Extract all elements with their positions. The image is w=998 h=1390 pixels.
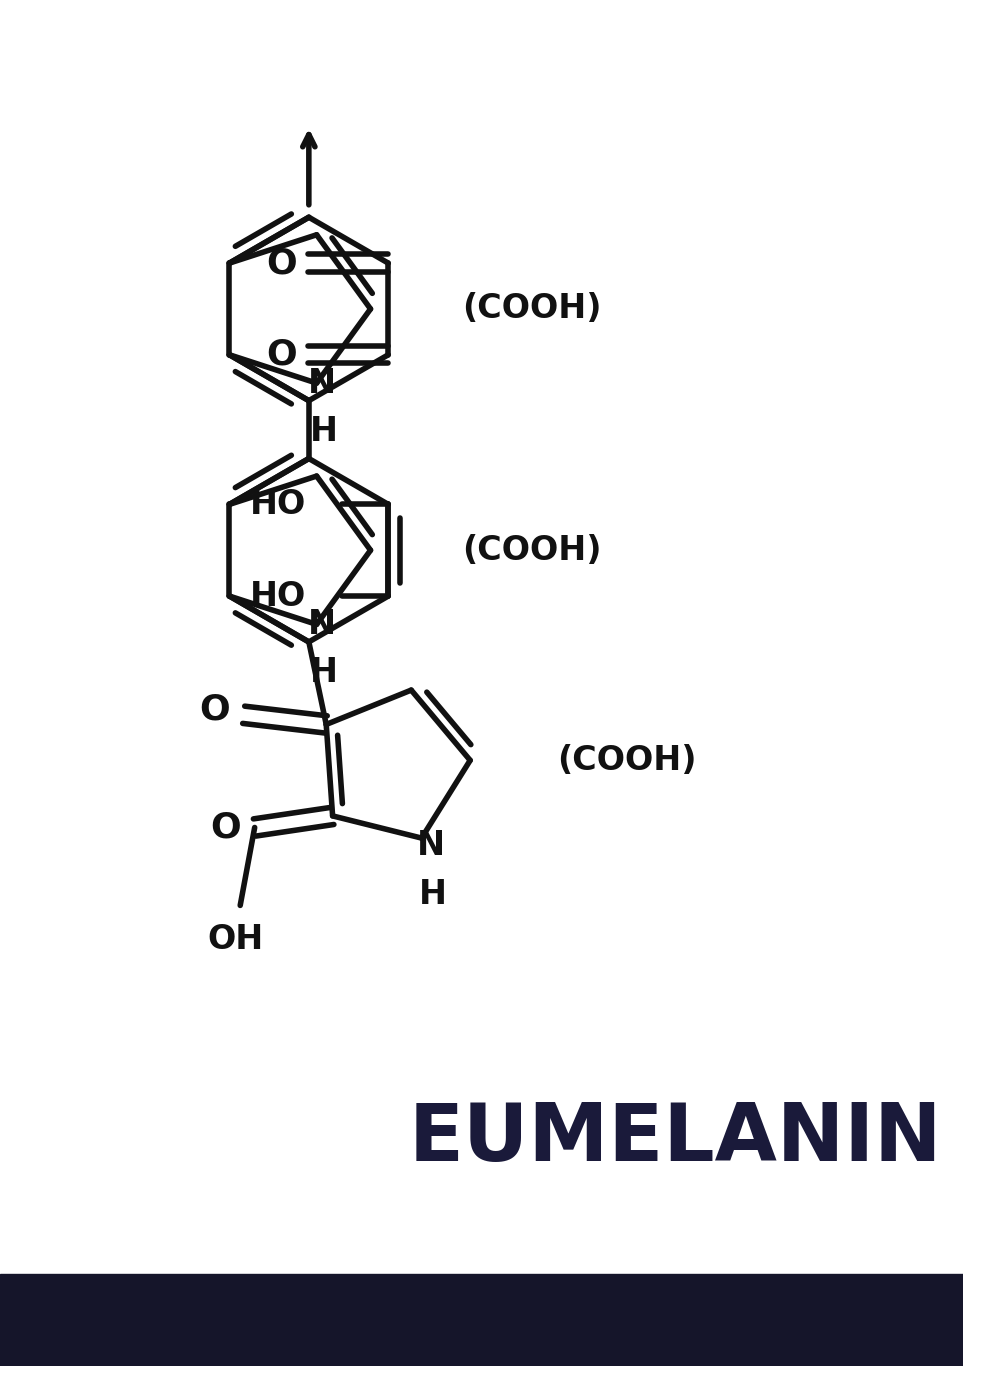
Text: O: O [211, 810, 242, 845]
Text: H: H [419, 877, 447, 910]
Text: H: H [310, 414, 338, 448]
Text: O: O [200, 694, 231, 727]
Text: N: N [417, 830, 445, 862]
Text: www.alamy.com: www.alamy.com [651, 1326, 796, 1344]
Text: EUMELANIN: EUMELANIN [409, 1099, 942, 1177]
Text: OH: OH [208, 923, 263, 956]
Text: O: O [266, 338, 296, 371]
Text: (COOH): (COOH) [462, 292, 602, 325]
Text: alamy: alamy [41, 1300, 182, 1341]
Text: HO: HO [250, 488, 305, 521]
Text: (COOH): (COOH) [462, 534, 602, 567]
Text: O: O [266, 246, 296, 281]
Bar [0, 1275, 963, 1366]
Text: N: N [307, 367, 335, 399]
Text: H: H [310, 656, 338, 689]
Text: HO: HO [250, 580, 305, 613]
Text: N: N [307, 607, 335, 641]
Text: Image ID: 2CFAPGG: Image ID: 2CFAPGG [636, 1304, 812, 1322]
Text: (COOH): (COOH) [557, 744, 697, 777]
